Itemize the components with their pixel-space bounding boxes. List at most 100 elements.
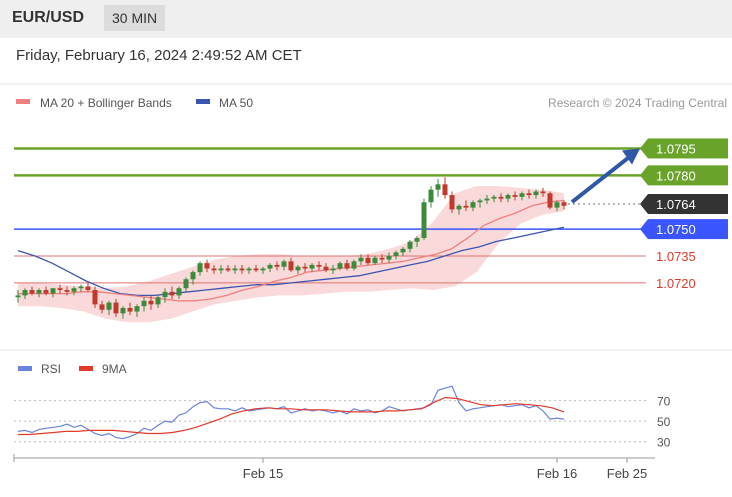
level-label-3: 1.0750 [656, 222, 696, 237]
candle-body [15, 295, 21, 298]
level-label-0: 1.0795 [656, 141, 696, 156]
candle-body [407, 241, 413, 249]
candle-body [71, 288, 77, 292]
candle-body [232, 268, 238, 271]
candle-body [365, 257, 371, 264]
candle-body [92, 290, 98, 305]
level-label-2: 1.0764 [656, 197, 696, 212]
candle-body [99, 304, 105, 310]
ma50-legend-swatch [196, 99, 210, 104]
candle-body [309, 264, 315, 269]
candle-body [253, 268, 259, 271]
timeframe-button[interactable]: 30 MIN [104, 5, 166, 31]
rsi-ma-legend-swatch [79, 366, 93, 371]
bollinger-band [18, 186, 564, 323]
candle-body [526, 193, 532, 196]
rsi-ma-legend-label: 9MA [102, 362, 127, 376]
rsi-tick-label: 30 [657, 436, 671, 450]
level-label-1: 1.0780 [656, 168, 696, 183]
candle-body [204, 263, 210, 269]
x-tick-label: Feb 16 [537, 466, 577, 481]
candle-body [554, 202, 560, 208]
candle-body [414, 238, 420, 242]
candle-body [519, 193, 525, 197]
candle-body [505, 195, 511, 199]
candle-body [463, 205, 469, 208]
candle-body [351, 261, 357, 269]
candle-body [211, 268, 217, 271]
candle-body [358, 257, 364, 262]
candle-body [197, 263, 203, 273]
rsi-tick-label: 50 [657, 415, 671, 429]
ma50-legend-label: MA 50 [219, 96, 253, 110]
ma20-legend-swatch [16, 99, 30, 104]
candle-body [379, 257, 385, 260]
level-label-bg-3 [648, 219, 728, 240]
candle-body [323, 266, 329, 271]
candle-body [274, 264, 280, 267]
candle-body [113, 302, 119, 314]
candle-body [57, 288, 63, 291]
candle-body [337, 263, 343, 269]
x-tick-label: Feb 25 [607, 466, 647, 481]
candle-body [470, 202, 476, 208]
candle-body [246, 268, 252, 271]
candle-body [225, 268, 231, 271]
rsi-legend-label: RSI [41, 362, 61, 376]
forecast-arrow-shaft [570, 154, 632, 204]
candle-body [218, 268, 224, 271]
level-label-pointer-2 [640, 194, 648, 215]
level-label-pointer-0 [640, 138, 648, 159]
candle-body [85, 286, 91, 291]
level-label-bg-0 [648, 138, 728, 159]
candle-body [386, 255, 392, 260]
candle-body [400, 248, 406, 253]
candle-body [428, 189, 434, 203]
rsi-line [17, 385, 565, 440]
candle-body [547, 193, 553, 208]
candle-body [148, 300, 154, 305]
candle-body [29, 290, 35, 294]
candle-body [141, 300, 147, 307]
candle-body [442, 184, 448, 196]
rsi-ma-line [18, 396, 565, 436]
candle-body [533, 191, 539, 196]
ma20-line [18, 199, 565, 302]
candle-body [43, 290, 49, 294]
candle-body [372, 257, 378, 264]
candle-body [239, 268, 245, 271]
candle-body [302, 266, 308, 269]
candle-body [260, 268, 266, 271]
candle-body [22, 290, 28, 296]
candle-body [456, 205, 462, 210]
candle-body [316, 264, 322, 267]
candle-body [561, 202, 567, 206]
candle-body [169, 291, 175, 296]
level-label-pointer-3 [640, 219, 648, 240]
candle-body [134, 306, 140, 312]
candle-body [127, 307, 133, 312]
ma20-legend-label: MA 20 + Bollinger Bands [40, 96, 172, 110]
ma50-line [17, 226, 565, 297]
symbol-label: EUR/USD [12, 9, 85, 26]
level-label-4: 1.0735 [656, 249, 696, 264]
level-label-pointer-1 [640, 165, 648, 186]
candle-body [267, 264, 273, 269]
x-tick-label: Feb 15 [243, 466, 283, 481]
candle-body [540, 191, 546, 194]
candle-body [162, 291, 168, 298]
candle-body [449, 195, 455, 210]
candle-body [330, 268, 336, 271]
candle-body [50, 288, 56, 294]
candle-body [421, 202, 427, 239]
chart-header: EUR/USD 30 MIN [0, 0, 732, 38]
candle-body [190, 272, 196, 280]
level-label-bg-1 [648, 165, 728, 186]
candle-body [288, 261, 294, 271]
candle-body [435, 184, 441, 190]
candle-body [281, 261, 287, 267]
credit-label: Research © 2024 Trading Central [548, 96, 727, 110]
rsi-tick-label: 70 [657, 395, 671, 409]
forecast-arrow-head [622, 148, 640, 165]
